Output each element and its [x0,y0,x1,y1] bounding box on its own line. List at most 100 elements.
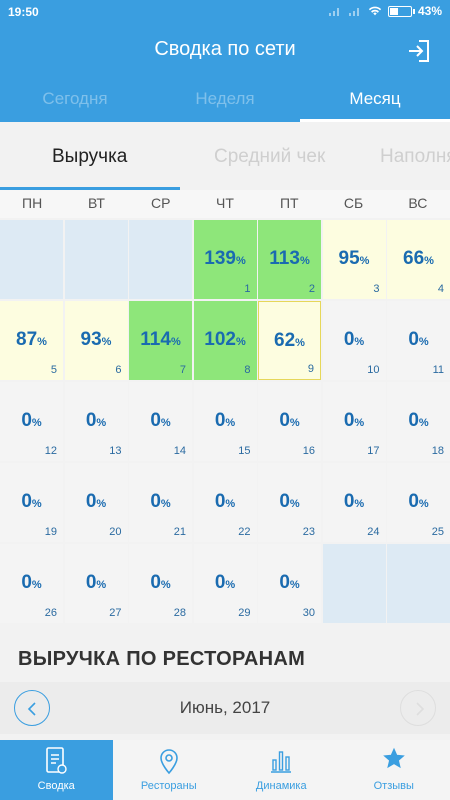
day-number: 23 [302,526,315,538]
calendar-day-cell[interactable]: 0% 19 [0,463,63,542]
logout-icon[interactable] [406,38,432,64]
day-value: 0% [0,572,63,594]
day-value-number: 102 [204,329,236,350]
bar-chart-icon [271,751,292,773]
day-value-number: 0 [343,329,355,350]
calendar-day-cell[interactable]: 0% 26 [0,544,63,623]
calendar-day-cell[interactable]: 87% 5 [0,301,63,380]
day-number: 1 [244,283,251,295]
nav-reviews[interactable]: Отзывы [338,740,450,800]
calendar-day-cell[interactable]: 0% 28 [129,544,192,623]
tab-occupancy[interactable]: Наполняемость [380,146,450,167]
day-value-number: 0 [85,572,97,593]
percent-sign: % [299,255,310,267]
calendar-day-cell[interactable]: 62% 9 [258,301,321,380]
day-number: 27 [109,607,122,619]
page-title: Сводка по сети [154,38,296,60]
weekday-label: ЧТ [216,195,234,211]
tab-average-check[interactable]: Средний чек [214,146,326,167]
day-number: 11 [432,364,444,376]
battery-percent: 43% [417,4,442,18]
calendar-day-cell[interactable]: 0% 14 [129,382,192,461]
percent-sign: % [225,498,236,510]
calendar-day-cell[interactable]: 0% 27 [64,544,128,623]
calendar-day-cell[interactable]: 0% 22 [193,463,257,542]
calendar-day-cell[interactable]: 93% 6 [64,301,128,380]
calendar-day-cell[interactable]: 0% 29 [193,544,257,623]
calendar-day-cell[interactable]: 0% 21 [129,463,192,542]
day-number: 17 [367,445,380,457]
day-value: 0% [258,491,321,513]
wifi-icon [368,6,382,16]
calendar-day-cell[interactable]: 114% 7 [129,301,192,380]
day-value-number: 93 [80,329,102,350]
calendar-day-cell[interactable]: 0% 15 [193,382,257,461]
status-time: 19:50 [8,5,39,19]
calendar-empty-cell [64,220,128,299]
tab-revenue[interactable]: Выручка [52,146,128,167]
day-value: 0% [129,410,192,432]
weekday-label: ПТ [279,195,299,211]
calendar-day-cell[interactable]: 0% 17 [322,382,386,461]
next-month-button[interactable] [400,690,436,726]
tab-today[interactable]: Сегодня [42,89,108,108]
status-icons: 43% [328,4,442,18]
calendar-day-cell[interactable]: 0% 24 [322,463,386,542]
day-value: 0% [323,410,386,432]
calendar-day-cell[interactable]: 0% 30 [258,544,321,623]
day-value: 0% [323,329,386,351]
day-value-number: 0 [150,572,161,593]
tab-week[interactable]: Неделя [195,89,255,108]
calendar-day-cell[interactable]: 95% 3 [322,220,386,299]
day-value-number: 0 [343,410,355,431]
calendar-day-cell[interactable]: 0% 18 [387,382,450,461]
day-value: 0% [387,410,450,432]
weekday-label: ПН [22,195,43,211]
day-value: 139% [194,248,257,270]
calendar-day-cell[interactable]: 102% 8 [193,301,257,380]
percent-sign: % [96,417,107,429]
calendar-day-cell[interactable]: 113% 2 [258,220,321,299]
percent-sign: % [96,579,107,591]
weekday-label: ВТ [87,195,105,211]
calendar-day-cell[interactable]: 139% 1 [193,220,257,299]
prev-month-button[interactable] [14,690,50,726]
nav-dynamics[interactable]: Динамика [225,740,338,800]
calendar-day-cell[interactable]: 0% 13 [64,382,128,461]
percent-sign: % [359,255,370,267]
signal-icon [348,8,359,16]
day-value-number: 66 [403,248,425,269]
day-number: 18 [431,445,444,457]
day-value-number: 0 [21,491,32,512]
day-number: 26 [44,607,57,619]
day-value: 95% [323,248,386,270]
day-value: 0% [194,572,257,594]
calendar-day-cell[interactable]: 0% 25 [387,463,450,542]
day-number: 25 [431,526,444,538]
calendar-day-cell[interactable]: 0% 11 [387,301,450,380]
day-value-number: 0 [85,410,97,431]
percent-sign: % [170,336,181,348]
calendar-day-cell[interactable]: 66% 4 [387,220,450,299]
calendar-day-cell[interactable]: 0% 20 [64,463,128,542]
day-number: 4 [437,283,444,295]
nav-summary[interactable]: Сводка [0,740,113,800]
calendar-day-cell[interactable]: 0% 12 [0,382,63,461]
day-value-number: 0 [150,491,161,512]
percent-sign: % [418,336,429,348]
nav-restaurants[interactable]: Рестораны [113,740,226,800]
day-value: 114% [129,329,192,351]
calendar-empty-cell [129,220,192,299]
tab-month[interactable]: Месяц [300,84,450,122]
calendar-day-cell[interactable]: 0% 23 [258,463,321,542]
day-value: 0% [0,491,63,513]
status-bar: 19:50 43% [0,0,450,24]
calendar-day-cell[interactable]: 0% 16 [258,382,321,461]
day-value-number: 0 [214,491,226,512]
day-value: 0% [194,491,257,513]
calendar-day-cell[interactable]: 0% 10 [322,301,386,380]
day-number: 28 [173,607,186,619]
chevron-right-icon [416,702,425,716]
percent-sign: % [289,498,300,510]
day-value-number: 0 [150,410,161,431]
